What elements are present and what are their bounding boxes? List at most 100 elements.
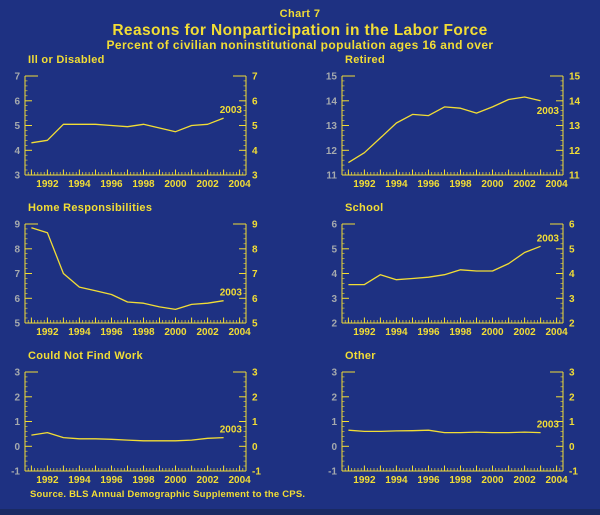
svg-text:0: 0 bbox=[569, 442, 575, 453]
svg-text:2003: 2003 bbox=[537, 106, 560, 117]
svg-text:1998: 1998 bbox=[449, 327, 472, 338]
line-chart-svg: 3 3 4 4 5 5 6 6 7 7 1992 1994 1996 1998 2000 2002 2004 20… bbox=[14, 72, 258, 191]
svg-text:15: 15 bbox=[326, 72, 338, 83]
svg-text:2000: 2000 bbox=[481, 475, 504, 486]
svg-text:6: 6 bbox=[252, 294, 258, 305]
svg-text:14: 14 bbox=[569, 96, 581, 107]
svg-text:5: 5 bbox=[14, 121, 20, 132]
svg-text:2003: 2003 bbox=[537, 420, 560, 431]
svg-text:3: 3 bbox=[331, 294, 337, 305]
svg-text:0: 0 bbox=[331, 442, 337, 453]
svg-text:2000: 2000 bbox=[164, 179, 187, 190]
svg-text:2004: 2004 bbox=[545, 179, 568, 190]
svg-text:3: 3 bbox=[14, 368, 20, 379]
svg-text:1: 1 bbox=[331, 417, 337, 428]
svg-text:6: 6 bbox=[14, 294, 20, 305]
subplot-title: Could Not Find Work bbox=[28, 350, 143, 362]
svg-text:2000: 2000 bbox=[164, 475, 187, 486]
chart-number: Chart 7 bbox=[279, 8, 321, 20]
svg-text:2002: 2002 bbox=[513, 327, 536, 338]
svg-text:1996: 1996 bbox=[100, 179, 123, 190]
svg-text:-1: -1 bbox=[569, 467, 578, 478]
svg-text:2002: 2002 bbox=[196, 475, 219, 486]
line-chart-home-responsibilities: 5 5 6 6 7 7 8 8 9 9 1992 1994 1996 1998 2000 2002 2004 20… bbox=[0, 218, 300, 346]
line-chart-school: 2 2 3 3 4 4 5 5 6 6 1992 1994 1996 1998 2000 2002 2004 20… bbox=[317, 218, 600, 346]
line-chart-other: -1 -1 0 0 1 1 2 2 3 3 1992 1994 1996 1998 2000 2002 2004… bbox=[317, 366, 600, 494]
svg-text:3: 3 bbox=[14, 171, 20, 182]
svg-text:1992: 1992 bbox=[353, 475, 376, 486]
svg-text:2002: 2002 bbox=[513, 475, 536, 486]
svg-text:1996: 1996 bbox=[100, 327, 123, 338]
svg-text:8: 8 bbox=[252, 244, 258, 255]
svg-text:4: 4 bbox=[569, 269, 575, 280]
svg-text:1994: 1994 bbox=[68, 475, 91, 486]
line-chart-svg: 2 2 3 3 4 4 5 5 6 6 1992 1994 1996 1998 2000 2002 2004 20… bbox=[331, 220, 575, 339]
svg-text:1992: 1992 bbox=[36, 327, 59, 338]
page-subtitle: Percent of civilian noninstitutional pop… bbox=[106, 38, 494, 52]
svg-text:1992: 1992 bbox=[353, 179, 376, 190]
svg-text:11: 11 bbox=[326, 171, 337, 182]
svg-text:2000: 2000 bbox=[164, 327, 187, 338]
page-title: Reasons for Nonparticipation in the Labo… bbox=[112, 22, 488, 39]
svg-text:4: 4 bbox=[14, 146, 20, 157]
line-chart-could-not-find-work: -1 -1 0 0 1 1 2 2 3 3 1992 1994 1996 1998 2000 2002 2004… bbox=[0, 366, 300, 494]
svg-text:2: 2 bbox=[14, 392, 20, 403]
svg-text:6: 6 bbox=[569, 220, 575, 231]
svg-text:2004: 2004 bbox=[545, 475, 568, 486]
svg-text:2: 2 bbox=[569, 392, 575, 403]
svg-text:2003: 2003 bbox=[537, 233, 560, 244]
subplot-title: Retired bbox=[345, 54, 385, 66]
svg-text:2002: 2002 bbox=[196, 179, 219, 190]
svg-text:5: 5 bbox=[569, 244, 575, 255]
svg-text:1998: 1998 bbox=[132, 327, 155, 338]
subplot-title: Home Responsibilities bbox=[28, 202, 153, 214]
svg-text:2002: 2002 bbox=[196, 327, 219, 338]
subplot-retired: Retired 11 11 12 12 13 13 14 14 15 15 1992 1994 1996… bbox=[317, 54, 600, 200]
svg-text:2004: 2004 bbox=[228, 327, 251, 338]
svg-text:3: 3 bbox=[569, 368, 575, 379]
svg-text:6: 6 bbox=[252, 96, 258, 107]
subplot-school: School 2 2 3 3 4 4 5 5 6 6 1992 1994 1996 1998 2000 200… bbox=[317, 202, 600, 348]
svg-text:2003: 2003 bbox=[220, 105, 243, 116]
svg-text:1996: 1996 bbox=[417, 179, 440, 190]
subplot-home-responsibilities: Home Responsibilities 5 5 6 6 7 7 8 8 9 9 1992 1994… bbox=[0, 202, 300, 348]
svg-text:8: 8 bbox=[14, 244, 20, 255]
svg-text:9: 9 bbox=[14, 220, 20, 231]
svg-text:1998: 1998 bbox=[449, 475, 472, 486]
svg-text:1998: 1998 bbox=[132, 179, 155, 190]
svg-text:6: 6 bbox=[14, 96, 20, 107]
svg-text:4: 4 bbox=[331, 269, 337, 280]
line-chart-svg: -1 -1 0 0 1 1 2 2 3 3 1992 1994 1996 1998 2000 2002 2004… bbox=[11, 368, 261, 487]
subplot-title: Ill or Disabled bbox=[28, 54, 105, 66]
svg-text:-1: -1 bbox=[11, 467, 20, 478]
svg-text:3: 3 bbox=[569, 294, 575, 305]
svg-text:2000: 2000 bbox=[481, 179, 504, 190]
svg-text:1998: 1998 bbox=[449, 179, 472, 190]
subplot-ill-or-disabled: Ill or Disabled 3 3 4 4 5 5 6 6 7 7 1992 1994 1996 19… bbox=[0, 54, 300, 200]
svg-text:0: 0 bbox=[252, 442, 258, 453]
svg-text:1992: 1992 bbox=[36, 475, 59, 486]
svg-text:2004: 2004 bbox=[228, 179, 251, 190]
svg-text:6: 6 bbox=[331, 220, 337, 231]
svg-text:2004: 2004 bbox=[545, 327, 568, 338]
svg-text:2: 2 bbox=[331, 392, 337, 403]
bottom-edge-strip bbox=[0, 509, 600, 515]
svg-text:3: 3 bbox=[252, 368, 258, 379]
svg-text:1: 1 bbox=[14, 417, 20, 428]
line-chart-svg: 11 11 12 12 13 13 14 14 15 15 1992 1994 1996 1998 2000… bbox=[326, 72, 581, 191]
subplot-could-not-find-work: Could Not Find Work -1 -1 0 0 1 1 2 2 3 3 1992 1994… bbox=[0, 350, 300, 496]
svg-text:1998: 1998 bbox=[132, 475, 155, 486]
svg-text:1: 1 bbox=[252, 417, 258, 428]
svg-text:0: 0 bbox=[14, 442, 20, 453]
svg-text:1994: 1994 bbox=[68, 179, 91, 190]
svg-text:2003: 2003 bbox=[220, 425, 243, 436]
svg-text:9: 9 bbox=[252, 220, 258, 231]
svg-text:12: 12 bbox=[569, 146, 581, 157]
source-note: Source. BLS Annual Demographic Supplemen… bbox=[30, 489, 306, 500]
svg-text:2000: 2000 bbox=[481, 327, 504, 338]
svg-text:7: 7 bbox=[14, 72, 20, 83]
svg-text:13: 13 bbox=[569, 121, 581, 132]
svg-text:1: 1 bbox=[569, 417, 575, 428]
line-chart-retired: 11 11 12 12 13 13 14 14 15 15 1992 1994 1996 1998 2000… bbox=[317, 70, 600, 198]
